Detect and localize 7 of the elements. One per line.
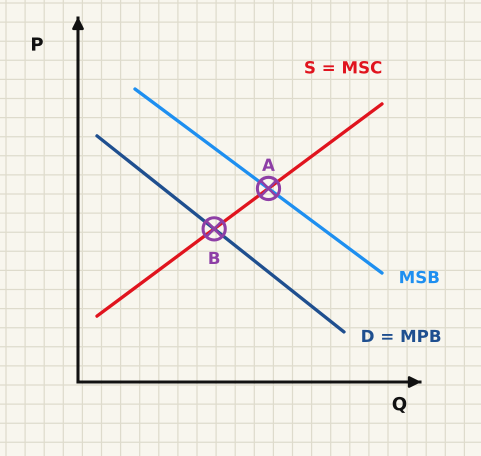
y-axis-title: P [32,37,43,51]
series-label: MSB [400,270,439,284]
annotation: B [209,252,220,264]
series-label: S = MSC [305,61,382,74]
series-label: D = MPB [362,330,440,342]
annotation: A [262,158,275,171]
x-axis-title: Q [392,396,406,413]
